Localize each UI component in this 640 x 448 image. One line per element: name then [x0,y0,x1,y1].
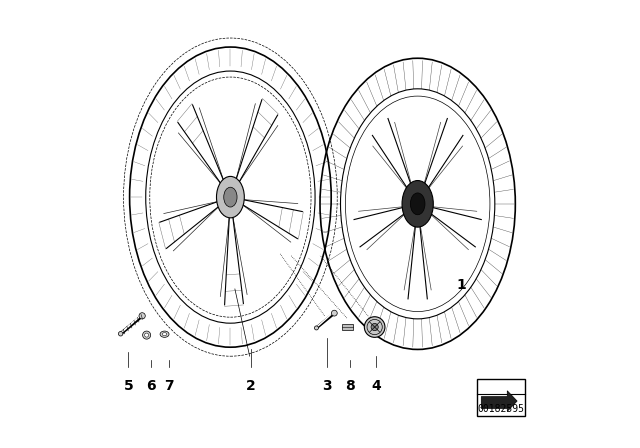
Text: 1: 1 [456,278,466,292]
Ellipse shape [143,331,150,339]
Text: 4: 4 [371,379,381,392]
Ellipse shape [145,333,148,337]
Ellipse shape [224,187,237,207]
Ellipse shape [410,193,425,215]
Polygon shape [481,391,517,411]
Ellipse shape [139,313,145,319]
Ellipse shape [216,177,244,218]
Text: 2: 2 [246,379,255,392]
Text: 6: 6 [146,379,156,392]
Ellipse shape [340,89,495,319]
Ellipse shape [118,332,123,336]
Ellipse shape [332,310,337,316]
Text: 00182595: 00182595 [477,404,525,414]
Text: 5: 5 [124,379,133,392]
Text: 3: 3 [322,379,332,392]
Ellipse shape [314,326,319,330]
Text: 8: 8 [345,379,355,392]
Ellipse shape [371,323,378,331]
Ellipse shape [402,181,433,227]
Ellipse shape [146,71,315,323]
Ellipse shape [160,331,169,337]
Bar [342,324,353,330]
Ellipse shape [364,317,385,337]
Bar [477,379,525,416]
Text: 7: 7 [164,379,174,392]
Ellipse shape [163,332,167,336]
